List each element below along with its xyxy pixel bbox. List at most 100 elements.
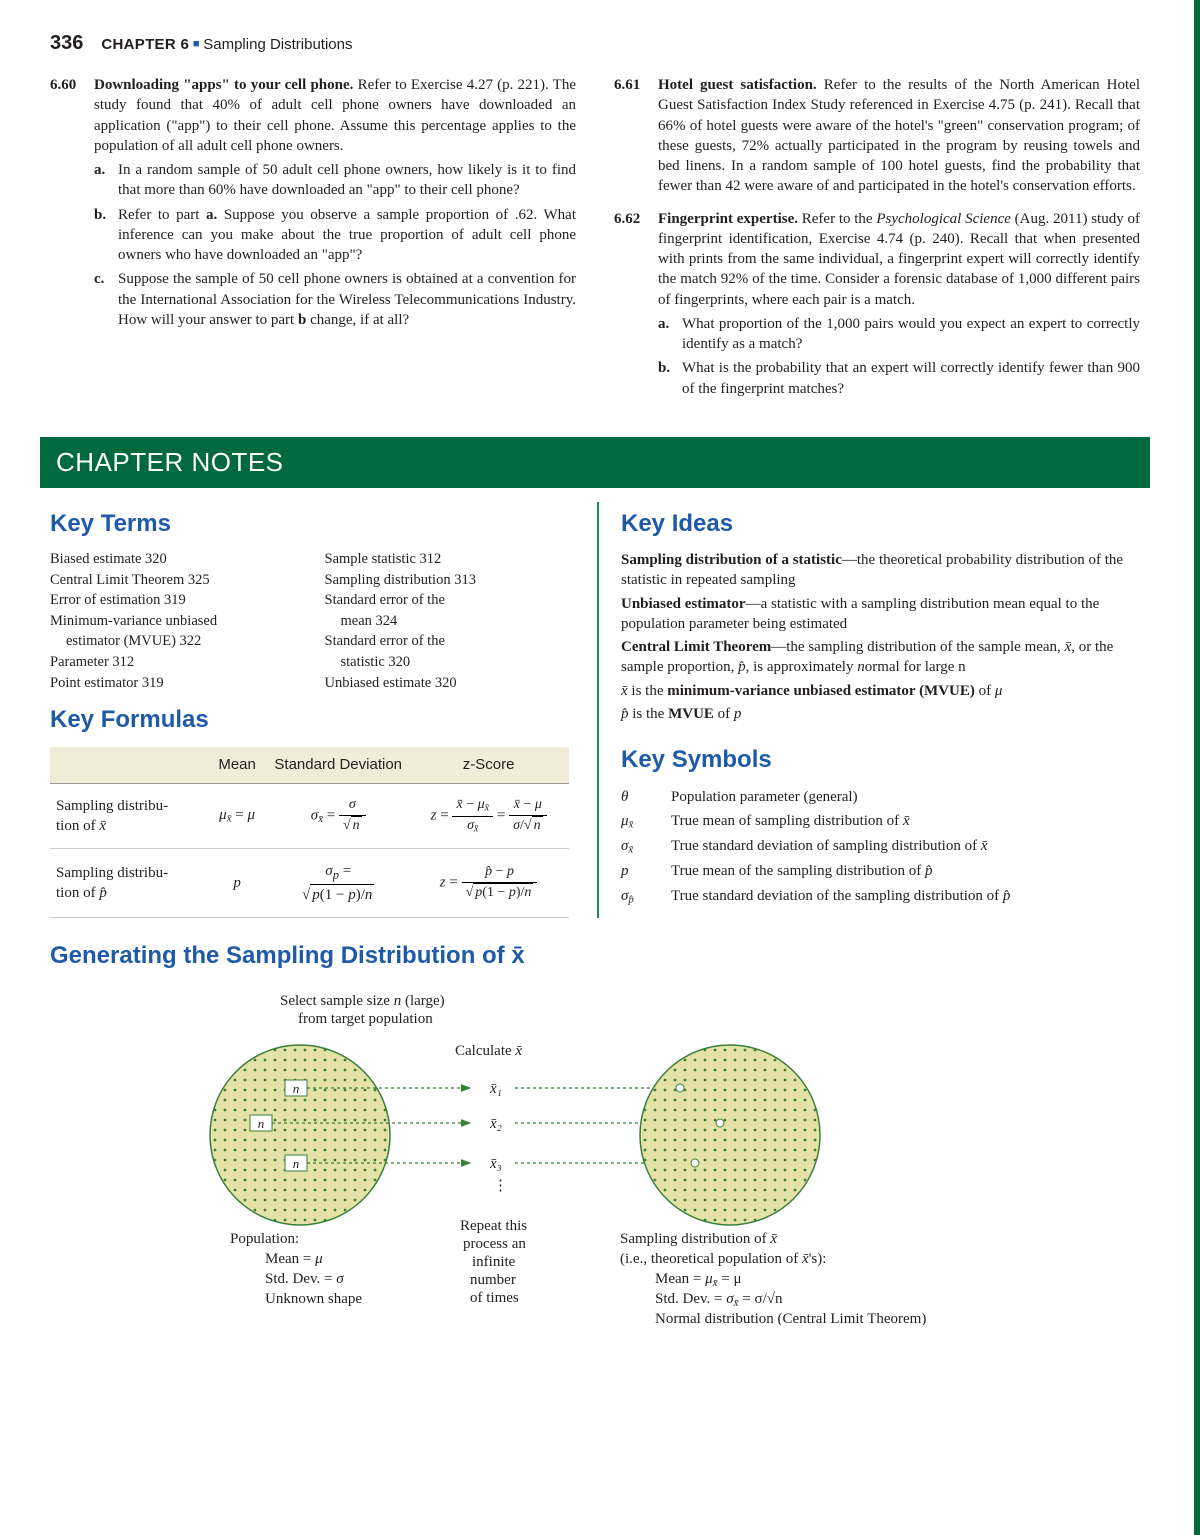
idea-tail: p̂ is the MVUE of p xyxy=(621,704,1140,724)
notes-left: Key Terms Biased estimate 320Central Lim… xyxy=(50,502,569,919)
exercise-subpart: b.Refer to part a. Suppose you observe a… xyxy=(94,205,576,266)
svg-text:Std. Dev. = σx̄ = σ/√n: Std. Dev. = σx̄ = σ/√n xyxy=(655,1291,783,1309)
idea-item: Unbiased estimator—a statistic with a sa… xyxy=(621,594,1140,635)
notes-right: Key Ideas Sampling distribution of a sta… xyxy=(597,502,1140,919)
symbol-desc: True standard deviation of the sampling … xyxy=(671,886,1140,907)
generating-heading-text: Generating the Sampling Distribution of … xyxy=(50,942,525,969)
idea-item: Sampling distribution of a statistic—the… xyxy=(621,550,1140,591)
svg-text:Repeat this: Repeat this xyxy=(460,1218,527,1234)
term: Unbiased estimate 320 xyxy=(325,674,570,694)
th-sd: Standard Deviation xyxy=(268,747,408,784)
row1-mean: μx̄ = μ xyxy=(206,783,268,849)
formula-row-phat: Sampling distribu-tion of p̂ p σp =√p(1 … xyxy=(50,849,569,918)
symbol: θ xyxy=(621,787,661,807)
svg-text:x̄₁: x̄₁ xyxy=(489,1081,502,1097)
th-blank xyxy=(50,747,206,784)
term: mean 324 xyxy=(325,612,570,632)
symbol-desc: True mean of sampling distribution of x̄ xyxy=(671,811,1140,832)
row1-label: Sampling distribu-tion of x̄ xyxy=(50,783,206,849)
symbol: σx̄ xyxy=(621,836,661,857)
term: Standard error of the xyxy=(325,591,570,611)
term: estimator (MVUE) 322 xyxy=(50,632,295,652)
exercise-number: 6.61 xyxy=(614,75,646,197)
formula-row-xbar: Sampling distribu-tion of x̄ μx̄ = μ σx̄… xyxy=(50,783,569,849)
th-z: z-Score xyxy=(408,747,569,784)
subpart-text: Refer to part a. Suppose you observe a s… xyxy=(118,205,576,266)
row2-label: Sampling distribu-tion of p̂ xyxy=(50,849,206,918)
formulas-table: Mean Standard Deviation z-Score Sampling… xyxy=(50,747,569,919)
notes-columns: Key Terms Biased estimate 320Central Lim… xyxy=(50,502,1140,919)
subpart-label: a. xyxy=(658,314,674,355)
key-ideas-list: Sampling distribution of a statistic—the… xyxy=(621,550,1140,724)
svg-text:of times: of times xyxy=(470,1290,519,1306)
key-terms-heading: Key Terms xyxy=(50,508,569,540)
svg-text:Select sample size n (large): Select sample size n (large) xyxy=(280,993,445,1009)
svg-text:⋮: ⋮ xyxy=(493,1178,508,1194)
row1-sd: σx̄ = σ√n xyxy=(268,783,408,849)
term: statistic 320 xyxy=(325,653,570,673)
svg-text:Std. Dev. = σ: Std. Dev. = σ xyxy=(265,1271,344,1287)
subpart-label: c. xyxy=(94,269,110,330)
row2-z: z = p̂ − p√p(1 − p)/n xyxy=(408,849,569,918)
exercises-left-col: 6.60 Downloading "apps" to your cell pho… xyxy=(50,75,576,411)
term: Error of estimation 319 xyxy=(50,591,295,611)
term: Sample statistic 312 xyxy=(325,550,570,570)
exercises-right-col: 6.61 Hotel guest satisfaction. Refer to … xyxy=(614,75,1140,411)
svg-text:x̄₂: x̄₂ xyxy=(489,1116,502,1132)
exercise-number: 6.62 xyxy=(614,209,646,399)
svg-text:(i.e., theoretical population: (i.e., theoretical population of x̄'s): xyxy=(620,1251,826,1267)
exercise-title: Hotel guest satisfaction. xyxy=(658,77,817,93)
th-mean: Mean xyxy=(206,747,268,784)
page: 336 CHAPTER 6 ■ Sampling Distributions 6… xyxy=(0,0,1200,1355)
svg-text:Mean = μ: Mean = μ xyxy=(265,1251,323,1267)
chapter-label: CHAPTER 6 xyxy=(101,36,189,53)
sampling-diagram: n n n x̄₁ x̄₂ x̄₃ ⋮ xyxy=(170,985,1140,1325)
running-head: 336 CHAPTER 6 ■ Sampling Distributions xyxy=(50,30,1140,57)
terms-col-1: Biased estimate 320Central Limit Theorem… xyxy=(50,550,295,694)
svg-text:Mean = μx̄ = μ: Mean = μx̄ = μ xyxy=(655,1271,742,1289)
svg-text:n: n xyxy=(293,1156,300,1171)
key-ideas-heading: Key Ideas xyxy=(621,508,1140,540)
terms-col-2: Sample statistic 312Sampling distributio… xyxy=(325,550,570,694)
key-terms-list: Biased estimate 320Central Limit Theorem… xyxy=(50,550,569,694)
exercise: 6.61 Hotel guest satisfaction. Refer to … xyxy=(614,75,1140,197)
symbol: μx̄ xyxy=(621,811,661,832)
idea-item: Central Limit Theorem—the sampling distr… xyxy=(621,637,1140,678)
exercise-subpart: c.Suppose the sample of 50 cell phone ow… xyxy=(94,269,576,330)
exercise: 6.60 Downloading "apps" to your cell pho… xyxy=(50,75,576,330)
idea-tail: x̄ is the minimum-variance unbiased esti… xyxy=(621,681,1140,701)
exercise-title: Downloading "apps" to your cell phone. xyxy=(94,77,353,93)
subpart-label: a. xyxy=(94,160,110,201)
term: Biased estimate 320 xyxy=(50,550,295,570)
svg-text:number: number xyxy=(470,1272,516,1288)
diagram-svg: n n n x̄₁ x̄₂ x̄₃ ⋮ xyxy=(170,985,990,1325)
exercise-subpart: a.What proportion of the 1,000 pairs wou… xyxy=(658,314,1140,355)
exercise-body: Fingerprint expertise. Refer to the Psyc… xyxy=(658,209,1140,399)
symbol-desc: Population parameter (general) xyxy=(671,787,1140,807)
svg-text:n: n xyxy=(258,1116,265,1131)
page-number: 336 xyxy=(50,30,83,57)
term: Parameter 312 xyxy=(50,653,295,673)
symbol-desc: True mean of the sampling distribution o… xyxy=(671,861,1140,881)
exercise-title: Fingerprint expertise. xyxy=(658,211,798,227)
term: Point estimator 319 xyxy=(50,674,295,694)
svg-text:from target population: from target population xyxy=(298,1011,433,1027)
symbol: p xyxy=(621,861,661,881)
subpart-text: Suppose the sample of 50 cell phone owne… xyxy=(118,269,576,330)
svg-text:Unknown shape: Unknown shape xyxy=(265,1291,362,1307)
chapter-title: Sampling Distributions xyxy=(203,36,352,53)
subpart-label: b. xyxy=(94,205,110,266)
term: Sampling distribution 313 xyxy=(325,571,570,591)
separator-icon: ■ xyxy=(193,38,200,50)
subpart-text: What is the probability that an expert w… xyxy=(682,358,1140,399)
subpart-text: What proportion of the 1,000 pairs would… xyxy=(682,314,1140,355)
subpart-text: In a random sample of 50 adult cell phon… xyxy=(118,160,576,201)
row2-mean: p xyxy=(206,849,268,918)
term: Standard error of the xyxy=(325,632,570,652)
exercise-body: Downloading "apps" to your cell phone. R… xyxy=(94,75,576,330)
svg-text:Normal distribution (Central L: Normal distribution (Central Limit Theor… xyxy=(655,1311,926,1325)
term: Central Limit Theorem 325 xyxy=(50,571,295,591)
exercises-block: 6.60 Downloading "apps" to your cell pho… xyxy=(50,75,1140,411)
exercise-number: 6.60 xyxy=(50,75,82,330)
svg-text:x̄₃: x̄₃ xyxy=(489,1156,502,1172)
